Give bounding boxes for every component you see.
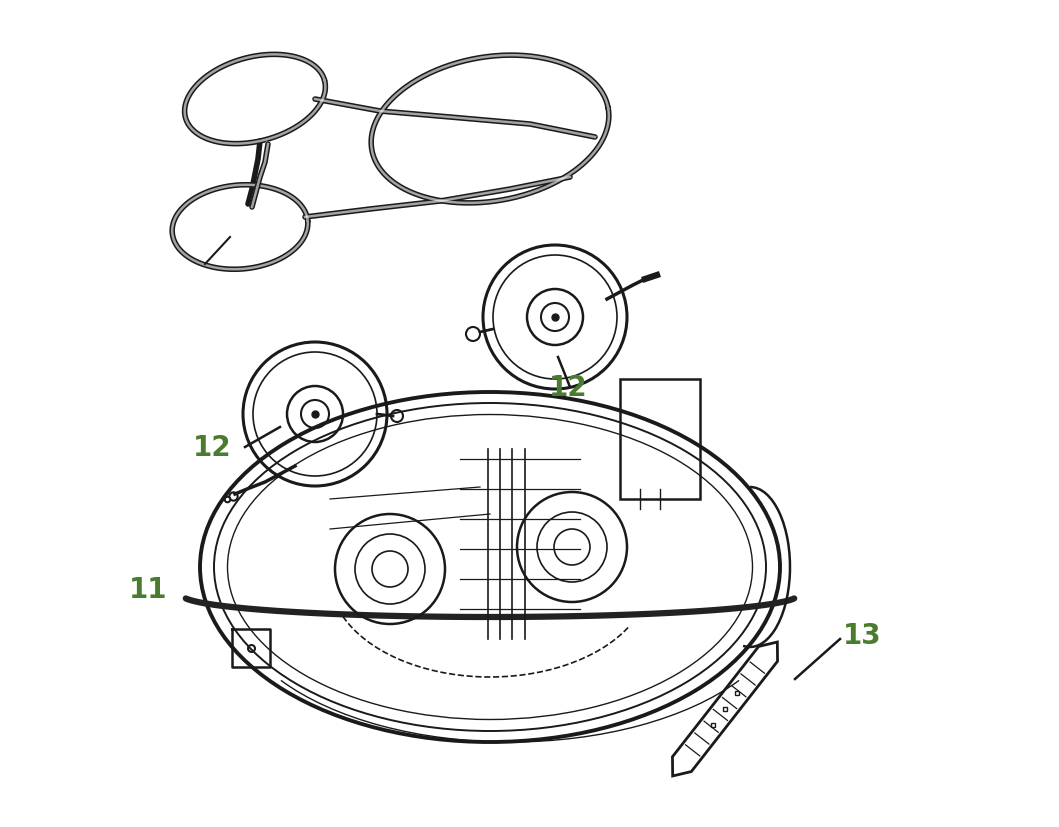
Bar [620, 380, 700, 500]
Text: 11: 11 [129, 576, 167, 603]
Text: 12: 12 [193, 433, 231, 461]
Text: 12: 12 [549, 374, 588, 402]
Text: 13: 13 [843, 621, 881, 649]
